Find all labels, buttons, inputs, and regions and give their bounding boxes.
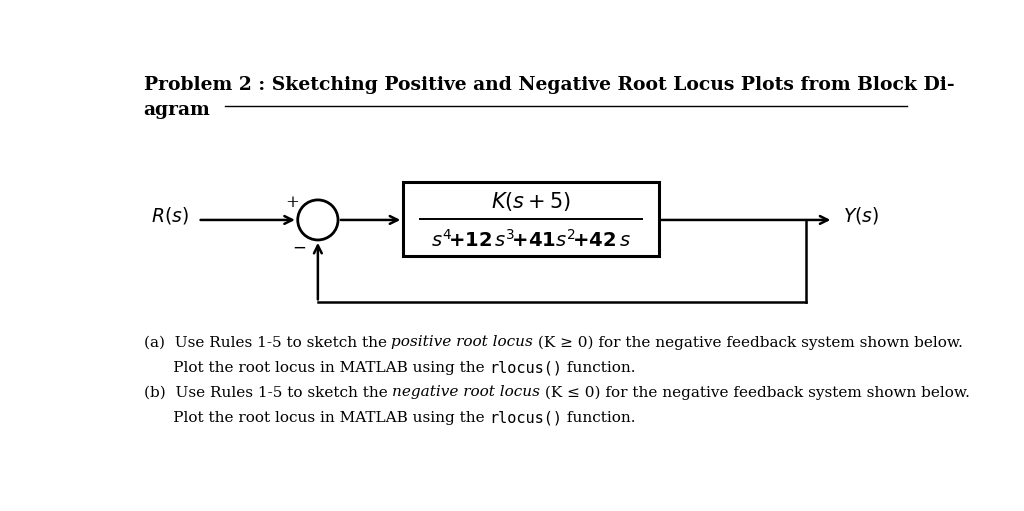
Text: $K(s+5)$: $K(s+5)$ [492, 190, 571, 213]
Text: $R(s)$: $R(s)$ [152, 205, 189, 226]
Text: +: + [286, 194, 299, 211]
Text: rlocus(): rlocus() [489, 411, 562, 426]
Text: function.: function. [562, 411, 636, 425]
FancyBboxPatch shape [403, 182, 658, 256]
Text: Problem 2 : Sketching Positive and Negative Root Locus Plots from Block Di-: Problem 2 : Sketching Positive and Negat… [143, 76, 954, 94]
Text: positive root locus: positive root locus [391, 335, 534, 350]
Text: (K ≥ 0) for the negative feedback system shown below.: (K ≥ 0) for the negative feedback system… [534, 335, 964, 350]
Text: negative root locus: negative root locus [392, 385, 540, 400]
Text: (K ≤ 0) for the negative feedback system shown below.: (K ≤ 0) for the negative feedback system… [540, 385, 970, 400]
Text: (a)  Use Rules 1-5 to sketch the: (a) Use Rules 1-5 to sketch the [143, 335, 391, 350]
Text: (b)  Use Rules 1-5 to sketch the: (b) Use Rules 1-5 to sketch the [143, 385, 392, 400]
Text: function.: function. [562, 361, 636, 375]
Text: Plot the root locus in MATLAB using the: Plot the root locus in MATLAB using the [143, 411, 489, 425]
Text: rlocus(): rlocus() [489, 361, 562, 376]
Text: agram: agram [143, 101, 210, 119]
Text: $-$: $-$ [292, 239, 306, 256]
Text: $s^4\!\mathbf{+12}\,s^3\!\mathbf{+41}s^2\!\mathbf{+42}\,s$: $s^4\!\mathbf{+12}\,s^3\!\mathbf{+41}s^2… [431, 229, 631, 251]
Text: Plot the root locus in MATLAB using the: Plot the root locus in MATLAB using the [143, 361, 489, 375]
Text: $Y(s)$: $Y(s)$ [843, 205, 879, 226]
